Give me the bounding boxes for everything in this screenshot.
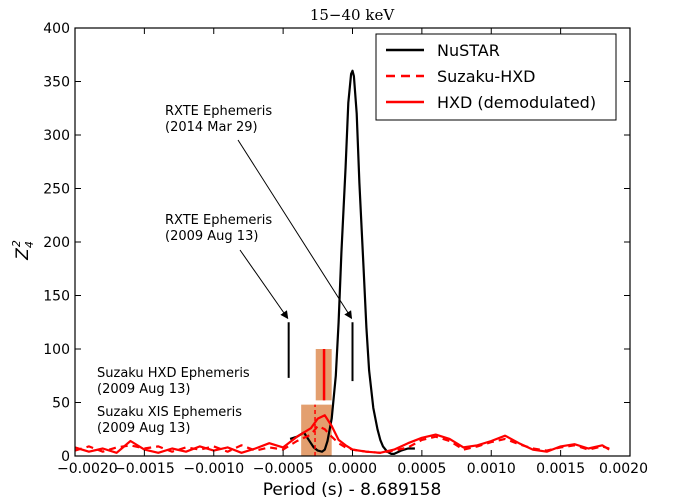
- x-tick-label-0: −0.0020: [57, 461, 118, 477]
- x-tick-label-1: −0.0015: [114, 461, 175, 477]
- annotation-1-arrow: [239, 249, 289, 320]
- y-tick-label-3: 150: [43, 289, 70, 305]
- axis-ticks: −0.0020−0.0015 −0.0010 −0.0005 0.0000 0.0005…: [43, 21, 648, 477]
- annotation-3-line2: (2009 Aug 13): [97, 421, 190, 436]
- y-tick-label-8: 400: [43, 21, 70, 37]
- y-tick-label-6: 300: [43, 128, 70, 144]
- x-tick-label-8: 0.0020: [599, 461, 648, 477]
- y-axis-label-main: Z: [13, 248, 33, 261]
- ephemeris-markers: [287, 322, 354, 456]
- x-axis-label: Period (s) - 8.689158: [263, 480, 442, 500]
- series-line-nustar: [289, 69, 415, 455]
- series-layer: [74, 69, 610, 455]
- annotation-0-line2: (2014 Mar 29): [165, 120, 258, 135]
- legend-label-hxd-demodulated: HXD (demodulated): [437, 93, 596, 112]
- annotation-0-line1: RXTE Ephemeris: [165, 104, 272, 119]
- legend-label-suzaku-hxd: Suzaku-HXD: [437, 67, 536, 86]
- annotation-2-line2: (2009 Aug 13): [97, 382, 190, 397]
- y-tick-label-0: 0: [61, 449, 70, 465]
- legend: NuSTAR Suzaku-HXD HXD (demodulated): [375, 33, 617, 121]
- annotation-1-line2: (2009 Aug 13): [165, 229, 258, 244]
- x-tick-label-5: 0.0005: [397, 461, 446, 477]
- y-tick-label-2: 100: [43, 342, 70, 358]
- annotation-1-line1: RXTE Ephemeris: [165, 213, 272, 228]
- x-tick-label-2: −0.0010: [183, 461, 244, 477]
- y-tick-label-1: 50: [52, 396, 70, 412]
- series-line-hxd-demodulated: [74, 414, 610, 454]
- x-tick-label-6: 0.0010: [467, 461, 516, 477]
- x-tick-label-4: 0.0000: [328, 461, 377, 477]
- chart-title: 15−40 keV: [310, 6, 395, 24]
- legend-label-nustar: NuSTAR: [437, 41, 500, 60]
- x-tick-label-7: 0.0015: [536, 461, 585, 477]
- svg-text:Z42: Z42: [10, 240, 36, 261]
- y-tick-label-4: 200: [43, 235, 70, 251]
- series-line-suzaku-hxd: [74, 424, 610, 454]
- annotation-0-arrow: [237, 139, 353, 320]
- y-tick-label-7: 350: [43, 75, 70, 91]
- y-tick-label-5: 250: [43, 182, 70, 198]
- y-axis-label-sup: 2: [10, 240, 23, 247]
- y-axis-label: Z42: [10, 240, 36, 261]
- annotation-2-line1: Suzaku HXD Ephemeris: [97, 366, 250, 381]
- x-tick-label-3: −0.0005: [253, 461, 314, 477]
- y-axis-label-sub: 4: [23, 241, 36, 248]
- annotations: RXTE Ephemeris(2014 Mar 29)RXTE Ephemeri…: [97, 104, 353, 436]
- annotation-3-line1: Suzaku XIS Ephemeris: [97, 405, 242, 420]
